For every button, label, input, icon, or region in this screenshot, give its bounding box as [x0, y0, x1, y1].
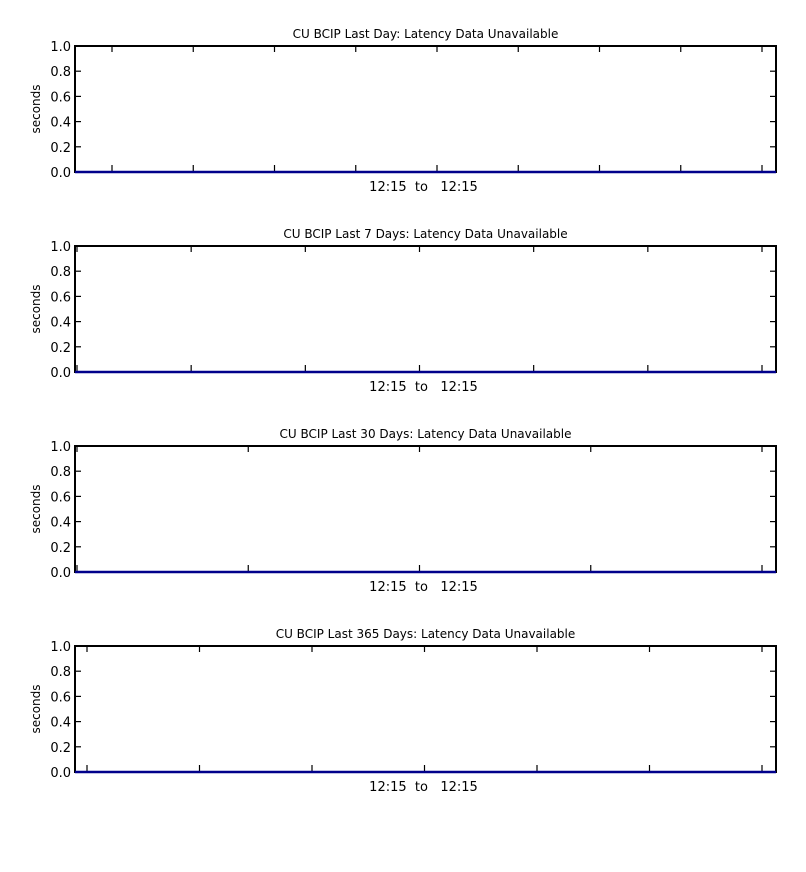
y-tick-label: 0.0	[50, 166, 71, 181]
y-tick-label: 0.4	[50, 316, 71, 331]
chart-panel: CU BCIP Last 7 Days: Latency Data Unavai…	[29, 227, 777, 395]
y-tick-label: 1.0	[50, 240, 71, 255]
chart-panel: CU BCIP Last 365 Days: Latency Data Unav…	[29, 627, 777, 795]
x-axis-label: 12:15 to 12:15	[369, 780, 478, 795]
y-tick-label: 0.4	[50, 116, 71, 131]
y-tick-label: 0.0	[50, 366, 71, 381]
x-axis-label: 12:15 to 12:15	[369, 380, 478, 395]
chart-title: CU BCIP Last Day: Latency Data Unavailab…	[293, 27, 559, 41]
chart-title: CU BCIP Last 30 Days: Latency Data Unava…	[280, 427, 572, 441]
chart-panel: CU BCIP Last Day: Latency Data Unavailab…	[29, 27, 777, 195]
y-tick-label: 0.2	[50, 541, 71, 556]
x-axis-label: 12:15 to 12:15	[369, 580, 478, 595]
y-axis-label: seconds	[29, 84, 43, 133]
chart-title: CU BCIP Last 365 Days: Latency Data Unav…	[276, 627, 576, 641]
y-axis-label: seconds	[29, 284, 43, 333]
y-tick-label: 0.8	[50, 665, 71, 680]
y-tick-label: 0.0	[50, 766, 71, 781]
y-tick-label: 0.6	[50, 490, 71, 505]
chart-title: CU BCIP Last 7 Days: Latency Data Unavai…	[283, 227, 567, 241]
y-tick-label: 0.8	[50, 265, 71, 280]
y-tick-label: 0.2	[50, 741, 71, 756]
y-tick-label: 1.0	[50, 40, 71, 55]
y-tick-label: 0.8	[50, 465, 71, 480]
y-tick-label: 0.2	[50, 341, 71, 356]
y-axis-label: seconds	[29, 484, 43, 533]
plot-frame	[74, 445, 777, 573]
y-tick-label: 0.6	[50, 90, 71, 105]
y-tick-label: 0.4	[50, 516, 71, 531]
chart-panel: CU BCIP Last 30 Days: Latency Data Unava…	[29, 427, 777, 595]
y-tick-label: 0.6	[50, 690, 71, 705]
y-tick-label: 0.0	[50, 566, 71, 581]
y-tick-label: 1.0	[50, 640, 71, 655]
y-tick-label: 1.0	[50, 440, 71, 455]
y-tick-label: 0.2	[50, 141, 71, 156]
y-tick-label: 0.6	[50, 290, 71, 305]
plot-frame	[74, 45, 777, 173]
plot-frame	[74, 645, 777, 773]
y-tick-label: 0.8	[50, 65, 71, 80]
x-axis-label: 12:15 to 12:15	[369, 180, 478, 195]
y-tick-label: 0.4	[50, 716, 71, 731]
plot-frame	[74, 245, 777, 373]
y-axis-label: seconds	[29, 684, 43, 733]
